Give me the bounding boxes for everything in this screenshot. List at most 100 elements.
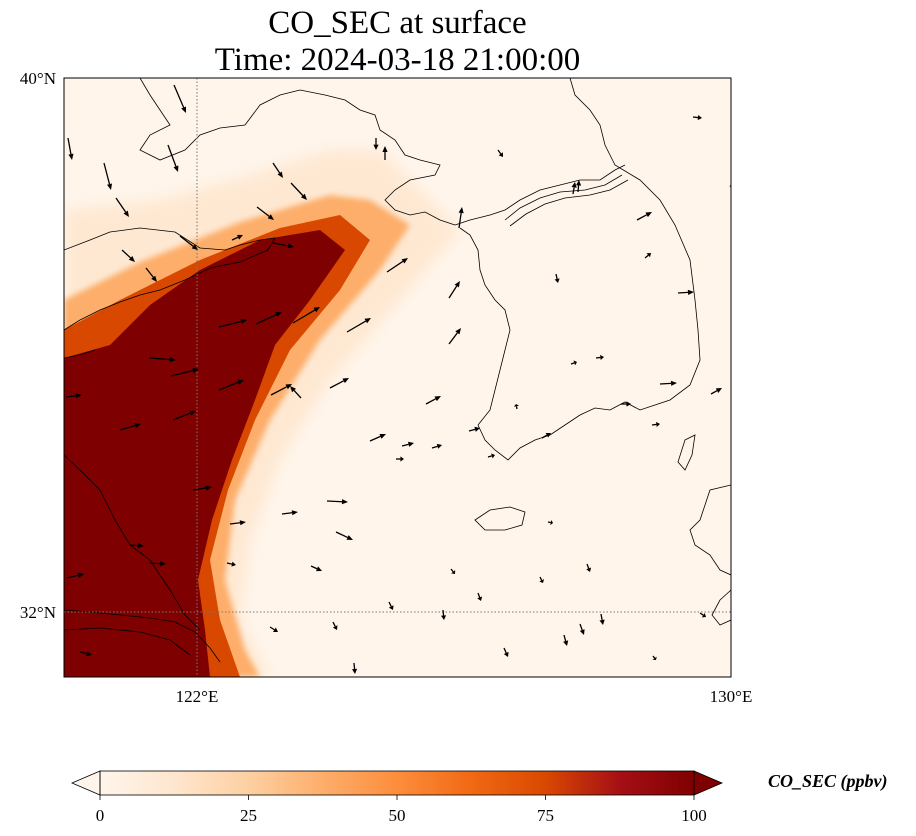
wind-arrow-head: [159, 561, 166, 567]
dmz-border-b: [509, 179, 629, 227]
wind-arrow-shaft: [281, 512, 293, 515]
wind-arrow-head: [86, 651, 92, 657]
wind-arrow-head: [563, 640, 569, 646]
wind-arrow-shaft: [570, 362, 575, 365]
wind-arrow-shaft: [119, 425, 136, 431]
wind-arrow-shaft: [677, 291, 689, 294]
wind-arrow-head: [191, 244, 198, 250]
wind-arrow-head: [503, 651, 509, 657]
coast-korea-east: [569, 78, 701, 406]
wind-arrow-head: [513, 404, 519, 407]
wind-arrow-head: [670, 380, 677, 386]
wind-arrow-head: [301, 193, 307, 200]
gridlines: [64, 78, 731, 677]
wind-arrow-shaft: [332, 621, 336, 627]
wind-arrow-head: [434, 396, 441, 402]
wind-arrow-head: [550, 520, 553, 526]
wind-arrow-head: [237, 234, 243, 240]
plume-core: [64, 230, 345, 677]
wind-vectors: [65, 84, 731, 674]
wind-arrow-shaft: [121, 249, 132, 259]
wind-arrow-head: [123, 210, 129, 217]
wind-arrow-shaft: [487, 455, 493, 458]
wind-arrow-head: [342, 378, 349, 384]
wind-arrow-shaft: [226, 562, 233, 565]
colorbar-tick-label: 100: [681, 806, 707, 825]
wind-arrow-shaft: [442, 609, 445, 616]
coast-kyushu-south: [711, 589, 731, 626]
wind-arrow-head: [576, 180, 582, 186]
wind-arrow-shaft: [270, 386, 287, 396]
wind-arrow-shaft: [335, 531, 348, 539]
plot-title-line2: Time: 2024-03-18 21:00:00: [214, 42, 581, 78]
wind-arrow-shaft: [651, 423, 657, 426]
wind-arrow-head: [277, 171, 283, 178]
wind-arrow-head: [287, 243, 294, 249]
wind-arrow-shaft: [577, 185, 580, 193]
wind-arrow-shaft: [710, 390, 718, 395]
wind-arrow-shaft: [448, 332, 458, 345]
wind-arrow-shaft: [431, 445, 438, 449]
wind-arrow-head: [231, 561, 236, 567]
wind-arrow-head: [656, 421, 660, 427]
wind-arrow-shaft: [115, 197, 127, 213]
colorbar-gradient: [100, 771, 694, 795]
wind-arrow-head: [477, 596, 483, 601]
wind-arrow-shaft: [692, 116, 699, 119]
map-frame: [63, 77, 732, 678]
wind-arrow-head: [687, 289, 694, 295]
wind-arrow-head: [408, 441, 414, 447]
wind-arrow-shaft: [292, 309, 316, 324]
wind-arrow-head: [181, 106, 186, 113]
wind-arrow-head: [626, 401, 631, 407]
wind-arrow-head: [134, 423, 141, 429]
wind-arrow-head: [273, 627, 278, 632]
wind-arrow-head: [352, 668, 358, 674]
wind-arrow-shaft: [173, 84, 185, 108]
wind-arrow-head: [291, 510, 298, 516]
wind-arrow-shaft: [179, 235, 194, 247]
wind-arrow-shaft: [310, 565, 318, 570]
coast-korea-south: [477, 401, 656, 461]
wind-arrow-head: [458, 207, 464, 214]
wind-arrow-shaft: [145, 267, 154, 278]
coast-kyushu: [689, 484, 731, 576]
wind-arrow-shaft: [515, 406, 518, 410]
lat-tick-32n: 32°N: [20, 603, 56, 622]
wind-arrow-shaft: [256, 206, 270, 217]
wind-arrow-head: [316, 566, 322, 572]
wind-arrow-shaft: [170, 369, 194, 377]
wind-arrow-shaft: [272, 242, 289, 247]
wind-arrow-shaft: [290, 182, 304, 197]
wind-arrow-shaft: [66, 574, 79, 579]
wind-arrow-head: [77, 572, 84, 578]
wind-arrow-shaft: [353, 662, 356, 670]
wind-arrow-shaft: [65, 395, 77, 398]
wind-arrow-head: [373, 144, 379, 150]
colorbar-tick-label: 0: [96, 806, 105, 825]
wind-arrow-head: [715, 388, 722, 393]
lat-tick-40n: 40°N: [20, 69, 56, 88]
wind-arrow-head: [237, 379, 244, 385]
wind-arrow-shaft: [600, 613, 603, 621]
wind-arrow-head: [646, 253, 651, 258]
wind-arrow-head: [652, 656, 657, 660]
wind-arrow-head: [554, 278, 560, 283]
wind-arrow-head: [290, 386, 296, 393]
wind-arrow-shaft: [172, 412, 191, 421]
wind-arrow-shaft: [547, 521, 551, 524]
wind-arrow-shaft: [448, 285, 458, 299]
wind-arrow-head: [189, 410, 196, 416]
wind-arrow-shaft: [595, 356, 601, 359]
wind-arrow-head: [539, 579, 544, 583]
wind-arrow-shaft: [272, 162, 281, 174]
wind-arrow-head: [137, 543, 144, 549]
wind-arrow-head: [599, 619, 605, 625]
dmz-border-a: [504, 174, 623, 221]
wind-arrow-shaft: [128, 544, 139, 547]
wind-arrow-shaft: [293, 389, 302, 399]
wind-arrow-head: [285, 384, 292, 390]
wind-arrow-head: [275, 312, 282, 317]
wind-arrow-shaft: [572, 187, 575, 195]
colorbar-extend-max: [693, 770, 724, 796]
